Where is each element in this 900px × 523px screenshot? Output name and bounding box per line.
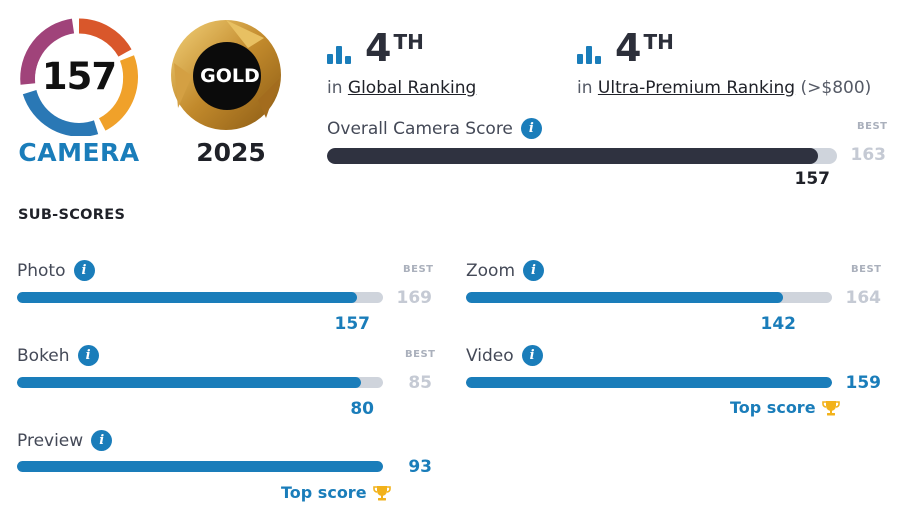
overall-score-value: 157 (794, 169, 831, 189)
video-top-score-text: Top score (730, 398, 816, 417)
preview-score-fill (17, 461, 383, 472)
video-top-score: Top score (730, 398, 840, 417)
info-icon[interactable]: i (523, 260, 545, 281)
overall-best-tag: BEST (857, 121, 888, 132)
photo-best-tag: BEST (403, 264, 434, 275)
bokeh-best-tag: BEST (405, 349, 436, 360)
zoom-score-bar (466, 292, 832, 303)
bokeh-score-fill (17, 377, 362, 388)
photo-subscore-label: Photo i (17, 260, 95, 281)
score-ring-icon (20, 18, 138, 136)
photo-label-text: Photo (17, 260, 66, 281)
video-score-fill (466, 377, 832, 388)
photo-score-fill (17, 292, 357, 303)
ultra-premium-ranking-link[interactable]: Ultra-Premium Ranking (597, 78, 796, 98)
award-year: 2025 (196, 138, 266, 167)
info-icon[interactable]: i (520, 118, 542, 139)
zoom-best-tag: BEST (851, 264, 882, 275)
bokeh-score-bar (17, 377, 383, 388)
ultra-premium-ranking: 4 TH in Ultra-Premium Ranking (>$800) (577, 28, 871, 98)
bar-chart-icon (327, 40, 353, 64)
price-range-note: (>$800) (800, 78, 872, 98)
photo-best-value: 169 (396, 288, 433, 308)
video-subscore-label: Video i (466, 345, 543, 366)
global-rank-prefix: in (327, 78, 343, 98)
overall-score-text: Overall Camera Score (327, 118, 513, 139)
overall-score-fill (327, 148, 819, 164)
info-icon[interactable]: i (73, 260, 95, 281)
overall-best-value: 163 (850, 145, 887, 165)
global-rank-number: 4 (365, 26, 392, 70)
photo-score-value: 157 (334, 314, 371, 334)
premium-rank-prefix: in (577, 78, 593, 98)
sub-scores-heading: SUB-SCORES (18, 207, 126, 223)
global-ranking: 4 TH in Global Ranking (327, 28, 476, 98)
trophy-icon (372, 485, 391, 500)
bokeh-score-value: 80 (350, 399, 374, 419)
zoom-subscore-label: Zoom i (466, 260, 545, 281)
video-label-text: Video (466, 345, 514, 366)
info-icon[interactable]: i (77, 345, 99, 366)
trophy-icon (821, 400, 840, 415)
preview-top-score: Top score (281, 483, 391, 502)
overall-score-bar (327, 148, 837, 164)
premium-rank-suffix: TH (643, 30, 674, 54)
zoom-label-text: Zoom (466, 260, 516, 281)
global-ranking-link[interactable]: Global Ranking (347, 78, 477, 98)
preview-top-score-text: Top score (281, 483, 367, 502)
camera-label: CAMERA (18, 138, 140, 167)
bokeh-label-text: Bokeh (17, 345, 70, 366)
zoom-score-value: 142 (760, 314, 797, 334)
video-score-value: 159 (845, 373, 882, 393)
overall-score-label: Overall Camera Score i (327, 118, 542, 139)
bokeh-subscore-label: Bokeh i (17, 345, 99, 366)
preview-score-bar (17, 461, 383, 472)
global-rank-suffix: TH (393, 30, 424, 54)
zoom-best-value: 164 (845, 288, 882, 308)
camera-score-badge: 157 CAMERA (15, 18, 139, 168)
preview-score-value: 93 (408, 457, 432, 477)
photo-score-bar (17, 292, 383, 303)
info-icon[interactable]: i (521, 345, 543, 366)
premium-rank-number: 4 (615, 26, 642, 70)
bar-chart-icon (577, 40, 603, 64)
bokeh-best-value: 85 (408, 373, 432, 393)
preview-label-text: Preview (17, 430, 84, 451)
gold-label: GOLD (200, 65, 260, 87)
gold-medal-icon (171, 20, 281, 130)
preview-subscore-label: Preview i (17, 430, 113, 451)
gold-award-badge: GOLD 2025 (168, 18, 290, 168)
zoom-score-fill (466, 292, 783, 303)
camera-score-value: 157 (41, 55, 117, 98)
info-icon[interactable]: i (91, 430, 113, 451)
video-score-bar (466, 377, 832, 388)
